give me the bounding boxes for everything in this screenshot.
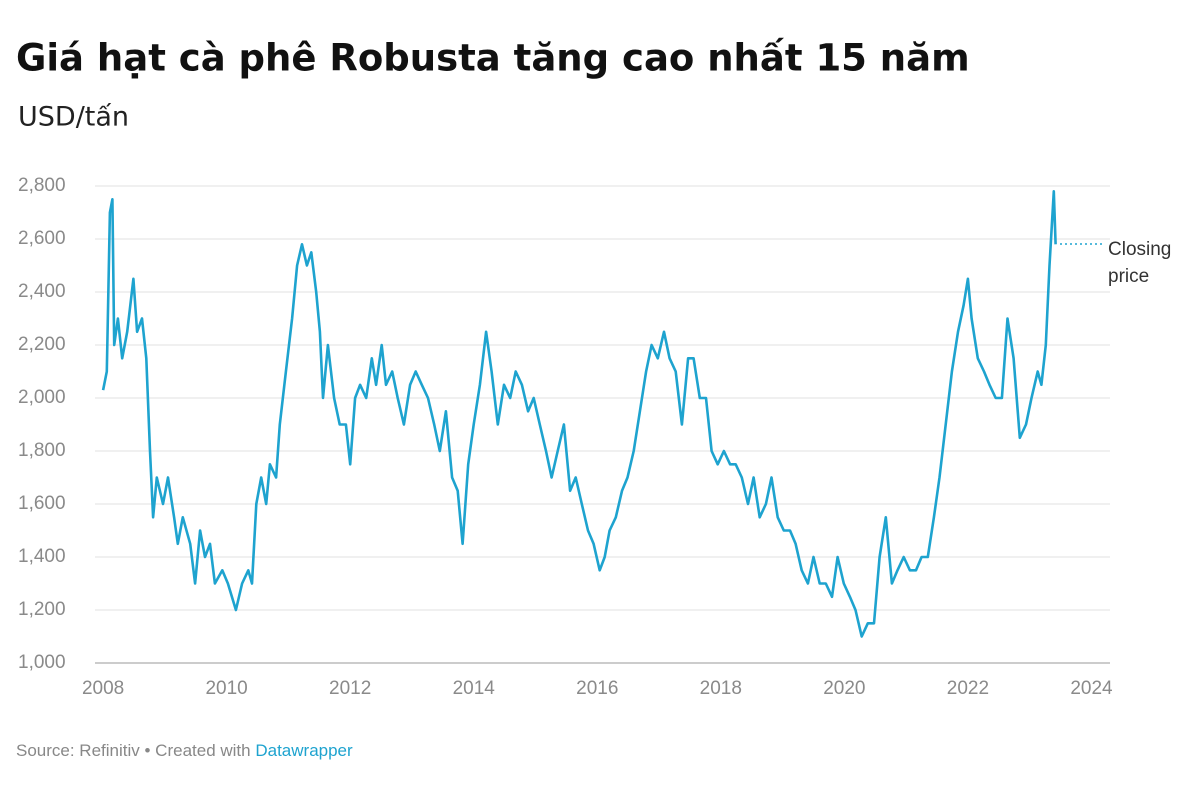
annotation: Closing price xyxy=(1108,239,1172,287)
y-tick-label: 1,800 xyxy=(18,440,66,461)
y-tick-label: 1,200 xyxy=(18,599,66,620)
y-tick-label: 2,800 xyxy=(18,175,66,196)
x-tick-label: 2008 xyxy=(82,678,124,699)
price-line xyxy=(101,190,1057,638)
source-text: Source: Refinitiv • Created with xyxy=(16,741,251,760)
x-tick-label: 2016 xyxy=(576,678,618,699)
y-tick-label: 2,400 xyxy=(18,281,66,302)
x-tick-label: 2024 xyxy=(1070,678,1113,699)
y-tick-label: 2,000 xyxy=(18,387,66,408)
x-tick-label: 2022 xyxy=(947,678,989,699)
source: Source: Refinitiv • Created with Datawra… xyxy=(16,741,353,760)
x-tick-label: 2020 xyxy=(823,678,865,699)
y-tick-label: 2,200 xyxy=(18,334,66,355)
y-tick-label: 2,600 xyxy=(18,228,66,249)
x-tick-label: 2010 xyxy=(205,678,247,699)
chart-title: Giá hạt cà phê Robusta tăng cao nhất 15 … xyxy=(16,37,970,80)
x-tick-label: 2014 xyxy=(453,678,496,699)
y-tick-label: 1,600 xyxy=(18,493,66,514)
y-tick-label: 1,400 xyxy=(18,546,66,567)
x-tick-label: 2018 xyxy=(700,678,742,699)
credit: Datawrapper xyxy=(255,741,353,760)
chart-subtitle: USD/tấn xyxy=(18,102,129,133)
y-tick-label: 1,000 xyxy=(18,652,66,673)
x-tick-label: 2012 xyxy=(329,678,371,699)
